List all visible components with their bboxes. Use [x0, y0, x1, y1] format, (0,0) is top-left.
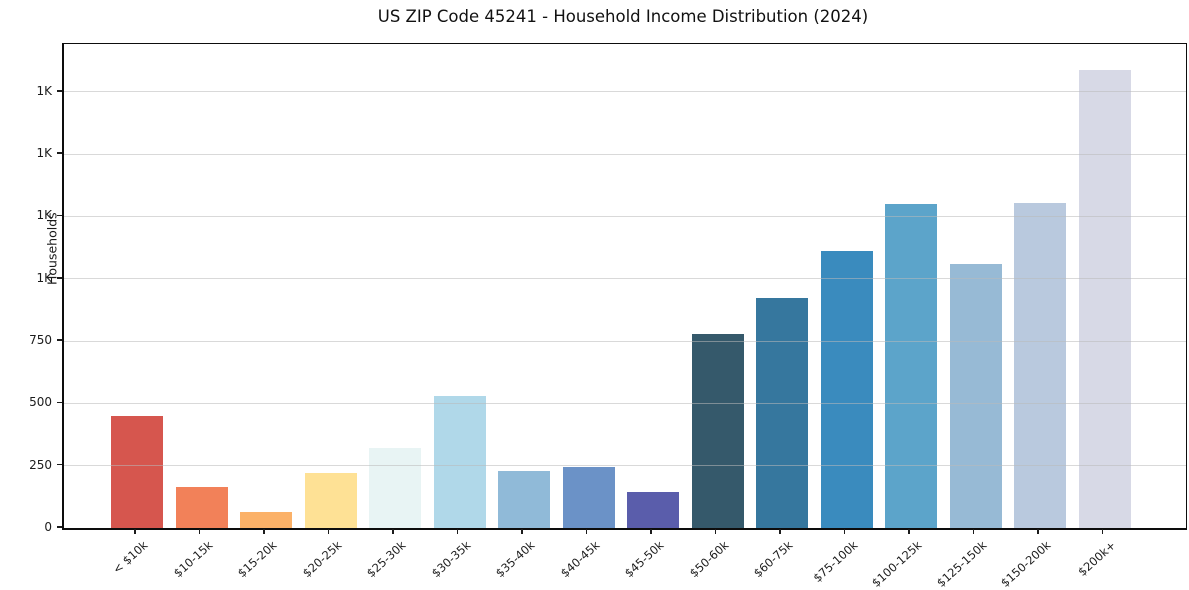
y-tick-label-500: 500 [29, 395, 52, 410]
x-tick-mark [1037, 529, 1039, 534]
bar-$125-150k [949, 264, 1002, 528]
x-tick-mark [198, 529, 201, 534]
x-tick-mark [843, 529, 846, 534]
bar-$20-25k [304, 473, 357, 528]
y-tick-label-1750: 1K [36, 83, 52, 98]
x-tick-mark [392, 529, 394, 534]
bar-$40-45k [562, 466, 615, 528]
y-tick-mark [57, 276, 62, 279]
plot-area [62, 43, 1187, 530]
bar-$45-50k [627, 492, 679, 528]
y-tick-mark [57, 90, 62, 92]
bars-container [64, 44, 1186, 528]
x-tick-mark [134, 529, 136, 534]
x-tick-mark [714, 529, 717, 534]
y-tick-mark [57, 401, 62, 404]
bar-$150-200k [1014, 203, 1066, 528]
bar-$75-100k [820, 251, 873, 528]
x-tick-mark [1101, 529, 1104, 534]
x-tick-mark [650, 529, 652, 534]
x-tick-mark [908, 529, 910, 534]
y-tick-label-250: 250 [29, 457, 52, 472]
y-tick-label-1500: 1K [36, 146, 52, 161]
bar-$25-30k [369, 448, 421, 528]
x-tick-mark [972, 529, 975, 534]
x-tick-mark [263, 529, 265, 534]
bar-$200k+ [1078, 69, 1131, 528]
bar-$100-125k [885, 204, 937, 528]
bar-$15-20k [240, 512, 292, 528]
x-tick-mark [521, 529, 523, 534]
x-tick-mark [456, 529, 459, 534]
y-tick-mark [57, 214, 62, 217]
y-tick-label-0: 0 [44, 520, 52, 534]
y-tick-mark [57, 339, 62, 341]
y-tick-label-1250: 1K [36, 208, 52, 223]
y-tick-mark [57, 152, 62, 154]
bar-$60-75k [756, 298, 808, 528]
y-tick-mark [57, 526, 62, 528]
y-tick-mark [57, 463, 62, 466]
chart-title: US ZIP Code 45241 - Household Income Dis… [377, 7, 869, 26]
bar-$35-40k [498, 471, 550, 528]
x-tick-mark [585, 529, 588, 534]
y-tick-label-1000: 1K [36, 270, 52, 285]
y-tick-label-750: 750 [29, 333, 52, 348]
x-tick-mark [779, 529, 781, 534]
bar-$10-15k [175, 486, 228, 528]
bar-$50-60k [691, 334, 744, 528]
x-tick-mark [327, 529, 330, 534]
bar-< $10k [111, 415, 163, 528]
bar-$30-35k [433, 396, 486, 528]
x-tick-label-< $10k: < $10k [109, 538, 151, 577]
